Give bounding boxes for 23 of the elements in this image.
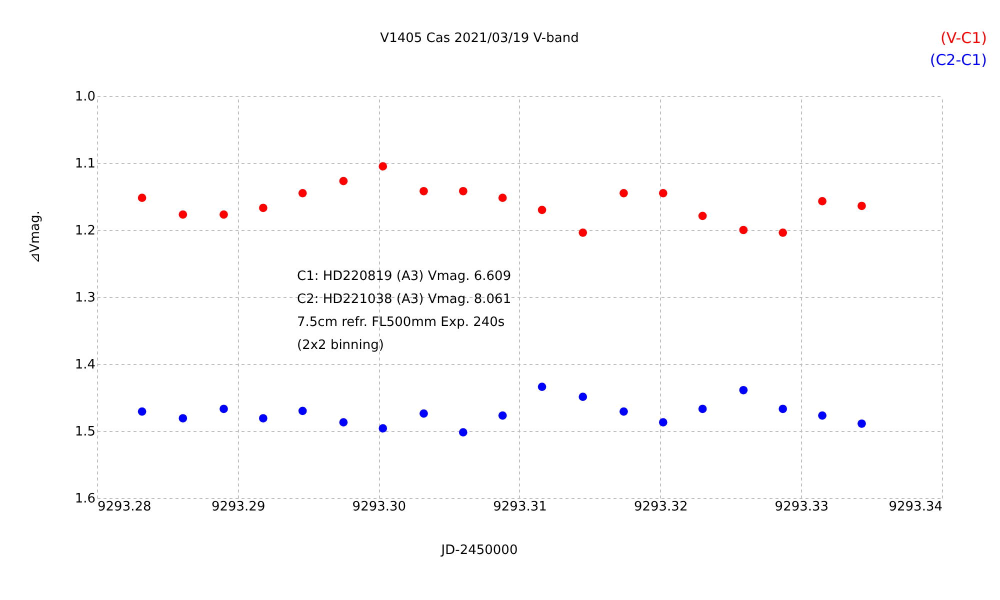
chart-title: V1405 Cas 2021/03/19 V-band bbox=[380, 31, 579, 46]
text: (C2-C1) bbox=[930, 51, 987, 69]
y-tick-label: 1.3 bbox=[74, 290, 96, 306]
y-tick-label: 1.4 bbox=[74, 358, 96, 372]
y-tick-label: 1.0 bbox=[74, 90, 96, 104]
y-tick-label: 1.2 bbox=[74, 224, 96, 238]
x-axis-title: JD-2450000 bbox=[440, 543, 518, 558]
annotation: 7.5cm refr. FL500mm Exp. 240s bbox=[297, 315, 505, 330]
x-tick-label: 9293.29 bbox=[211, 500, 266, 514]
y-tick-label: 1.1 bbox=[74, 156, 96, 172]
annotation: C1: HD220819 (A3) Vmag. 6.609 bbox=[297, 269, 512, 284]
y-tick-label: 1.6 bbox=[74, 492, 96, 506]
x-tick-label: 9293.28 bbox=[98, 500, 152, 514]
annotation: C2: HD221038 (A3) Vmag. 8.061 bbox=[297, 292, 512, 307]
text: (V-C1) bbox=[940, 29, 987, 47]
x-tick-label: 9293.30 bbox=[352, 500, 406, 514]
x-tick-label: 9293.34 bbox=[888, 500, 942, 514]
y-axis-title: ⊿Vmag. bbox=[28, 210, 43, 264]
x-tick-label: 9293.31 bbox=[493, 500, 547, 514]
annotation: (2x2 binning) bbox=[297, 338, 384, 353]
x-tick-label: 9293.32 bbox=[634, 500, 688, 514]
y-tick-label: 1.5 bbox=[74, 424, 96, 440]
x-tick-label: 9293.33 bbox=[774, 500, 829, 514]
